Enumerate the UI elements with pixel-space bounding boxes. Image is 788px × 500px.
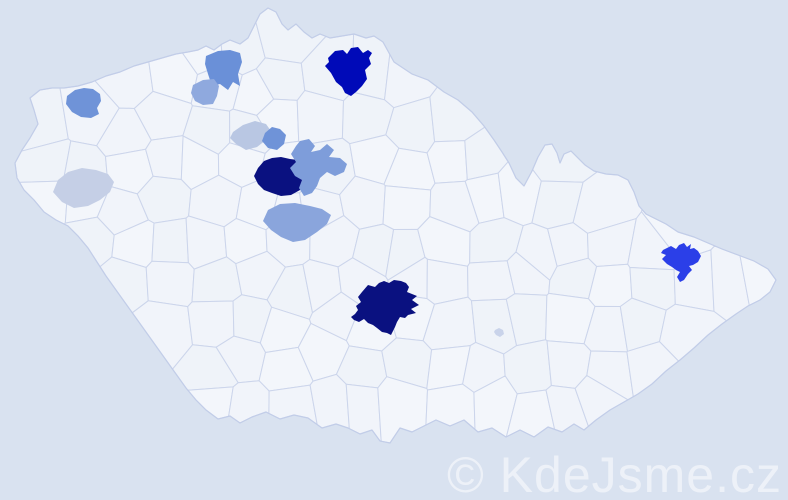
district-cell — [228, 380, 270, 424]
district-highlight-northeast-royal-district — [661, 243, 701, 282]
district-cell — [377, 376, 428, 444]
district-highlight-north-lower-district — [191, 79, 219, 105]
country-outline — [14, 7, 777, 444]
district-cell — [151, 217, 189, 264]
district-cell — [309, 373, 350, 430]
district-cell — [145, 260, 195, 308]
district-cell — [187, 386, 234, 420]
district-highlight-capital-east-district — [290, 139, 347, 196]
district-cell — [426, 140, 468, 184]
district-highlight-nw-border-district — [66, 88, 101, 118]
district-highlight-west-pale-district — [53, 168, 114, 208]
district-cell — [467, 260, 516, 302]
district-highlight-central-pale-district — [230, 121, 271, 150]
district-highlight-central-south-district — [263, 203, 331, 242]
district-highlight-central-medium-patch — [262, 127, 286, 150]
district-cell — [14, 138, 72, 183]
district-cell — [426, 258, 469, 305]
district-highlight-highlands-navy-district — [351, 280, 419, 335]
district-cell — [296, 90, 344, 146]
district-highlight-north-strong-blue-district — [325, 47, 372, 96]
district-highlight-small-pale-dot-district — [494, 328, 504, 337]
